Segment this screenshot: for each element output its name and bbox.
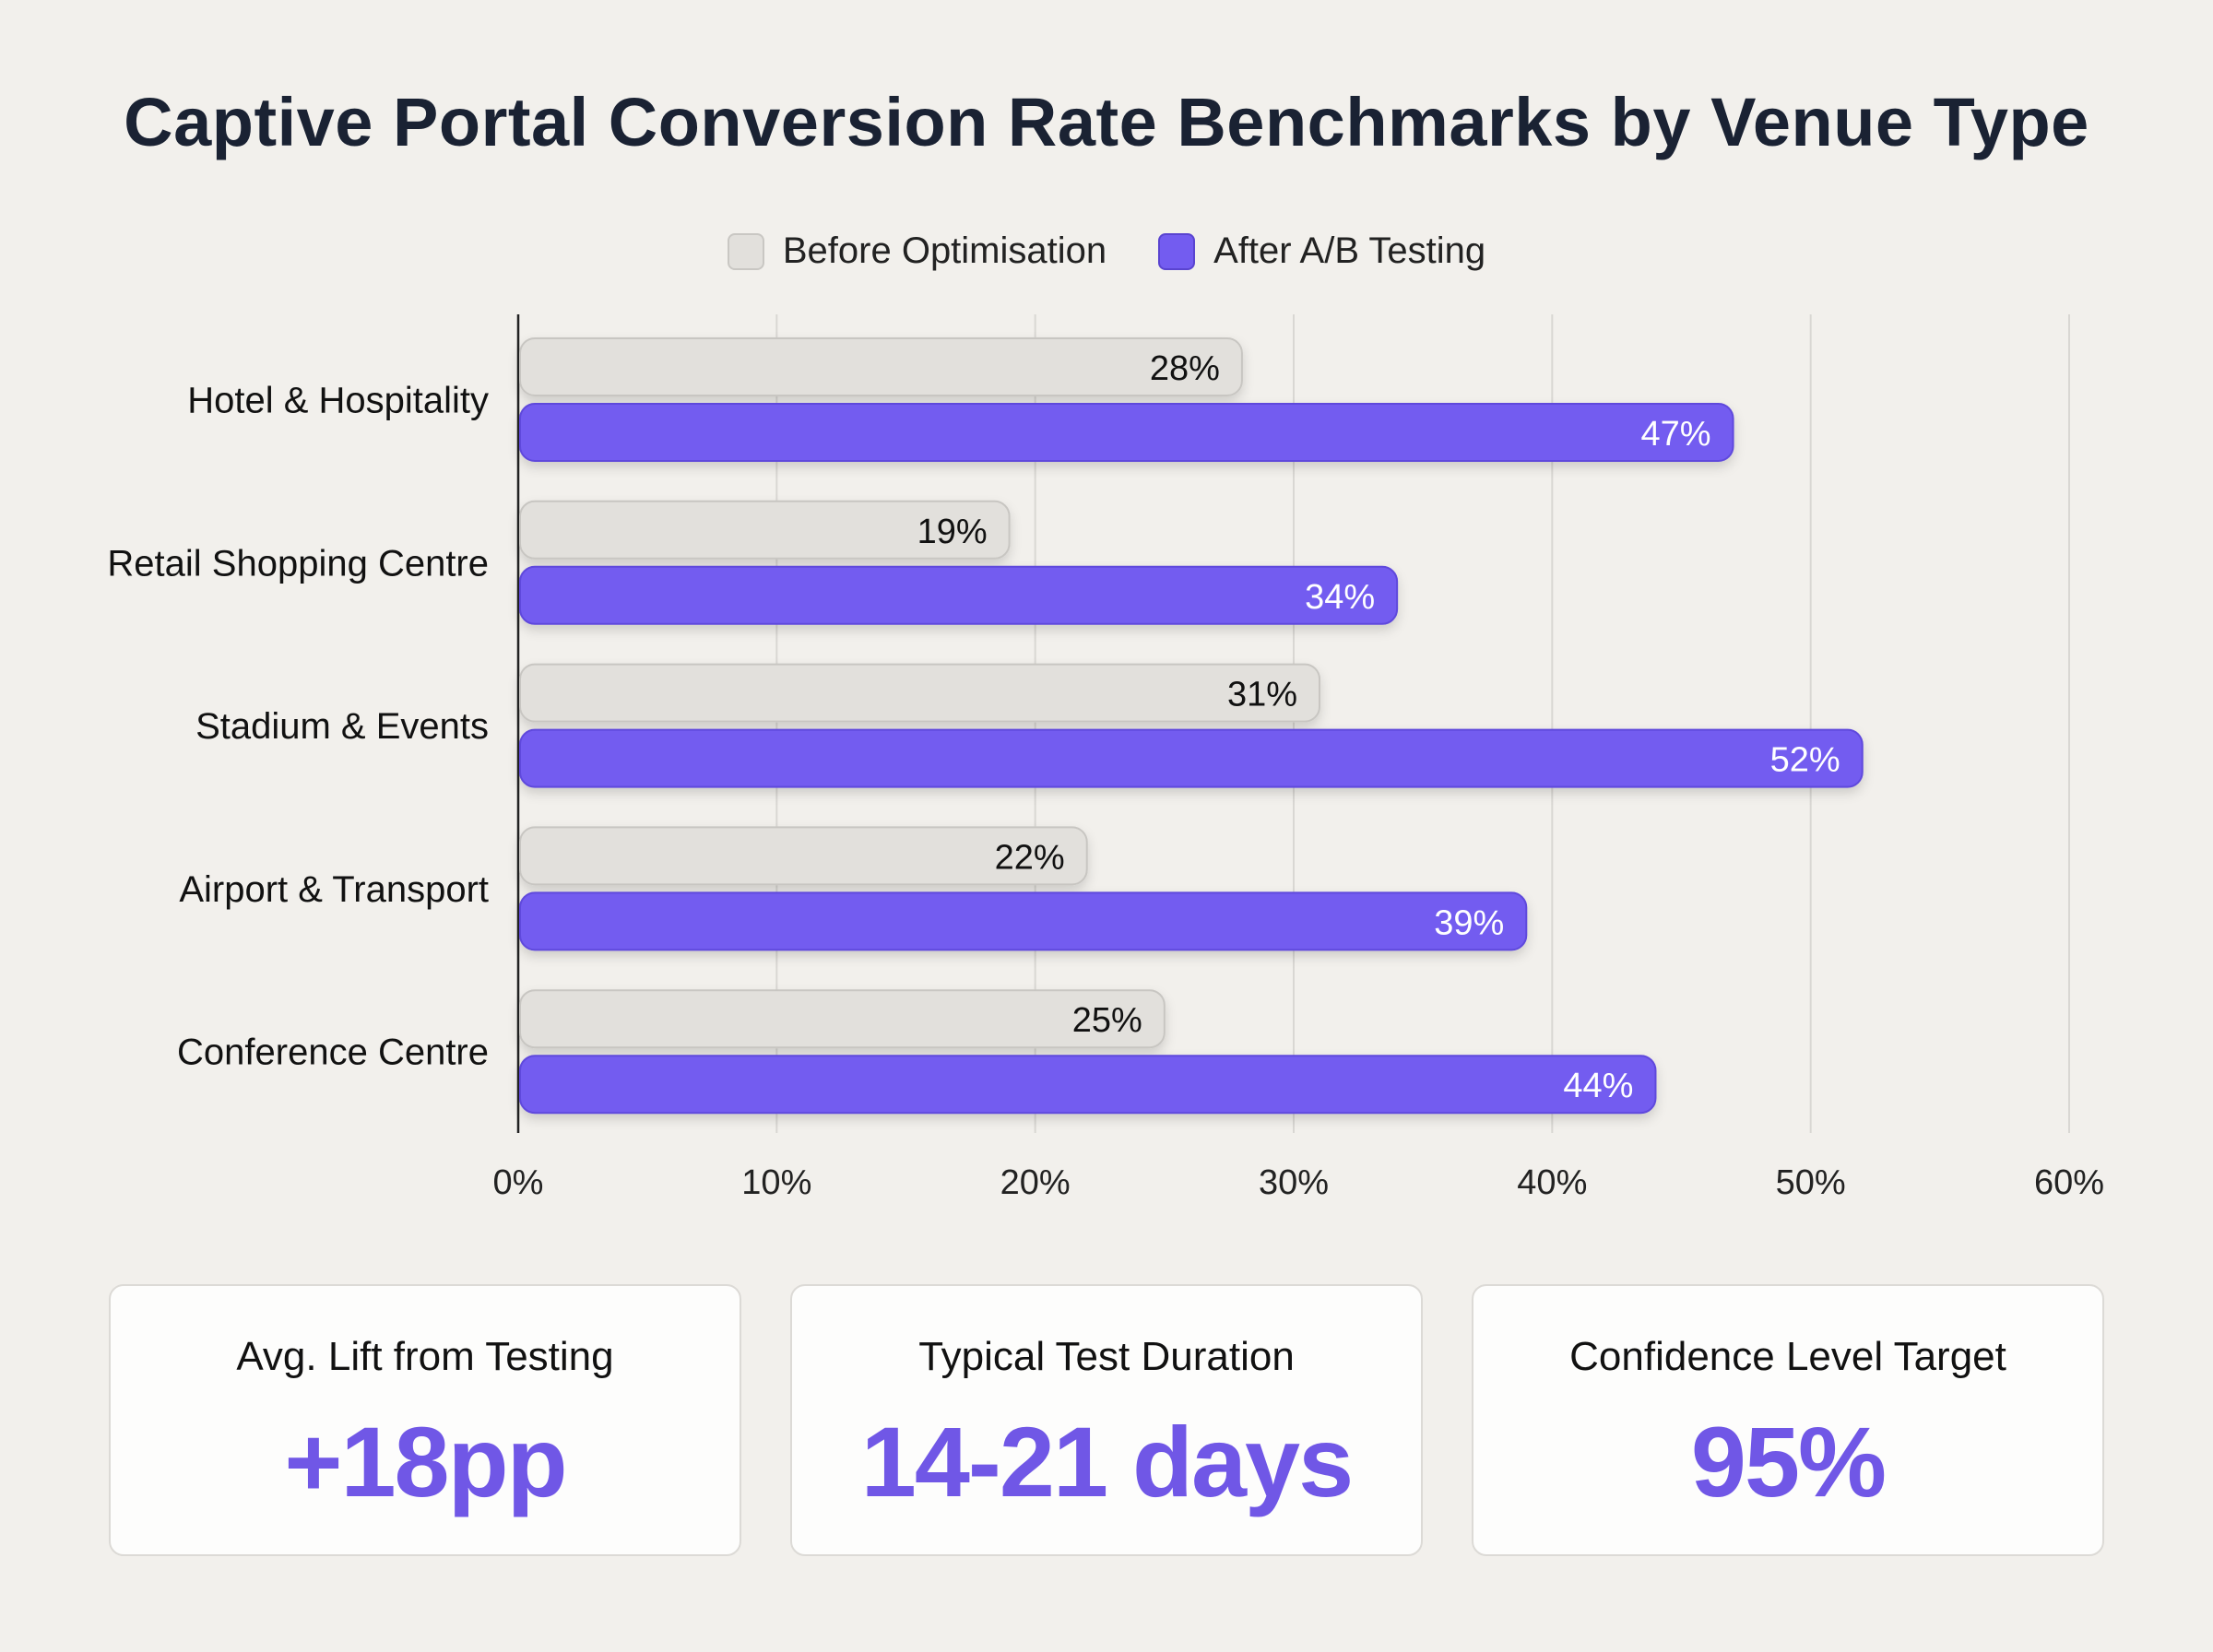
stat-card-label: Confidence Level Target — [1569, 1334, 2006, 1379]
x-tick-label: 50% — [1776, 1163, 1846, 1202]
stat-card-test-duration: Typical Test Duration 14-21 days — [790, 1284, 1423, 1556]
bar-after — [519, 565, 1399, 625]
data-label: 34% — [1305, 578, 1375, 617]
bar-before — [519, 663, 1321, 723]
category-label: Stadium & Events — [195, 706, 489, 747]
data-label: 19% — [917, 513, 988, 551]
x-tick-label: 20% — [1000, 1163, 1071, 1202]
legend-swatch-after — [1158, 232, 1196, 270]
bar-chart: 0% 10% 20% 30% 40% 50% 60% Hotel & Hospitality 2… — [107, 314, 2104, 1202]
legend-label-after: After A/B Testing — [1213, 230, 1486, 271]
category-label: Conference Centre — [177, 1032, 489, 1073]
legend-item-before: Before Optimisation — [727, 230, 1107, 272]
legend: Before Optimisation After A/B Testing — [0, 230, 2213, 272]
legend-swatch-before — [727, 232, 764, 270]
stat-card-confidence: Confidence Level Target 95% — [1472, 1284, 2104, 1556]
category-label: Retail Shopping Centre — [107, 543, 489, 584]
category-label: Hotel & Hospitality — [187, 381, 489, 421]
x-tick-label: 30% — [1259, 1163, 1329, 1202]
data-label: 52% — [1770, 741, 1840, 780]
bar-before — [519, 500, 1011, 560]
legend-item-after: After A/B Testing — [1158, 230, 1485, 272]
x-tick-label: 60% — [2034, 1163, 2104, 1202]
chart-title: Captive Portal Conversion Rate Benchmark… — [124, 84, 2089, 160]
x-tick-label: 40% — [1517, 1163, 1587, 1202]
category-label: Airport & Transport — [179, 869, 489, 910]
stat-card-avg-lift: Avg. Lift from Testing +18pp — [109, 1284, 741, 1556]
data-label: 31% — [1227, 676, 1297, 714]
x-tick-label: 10% — [741, 1163, 811, 1202]
stat-card-label: Avg. Lift from Testing — [236, 1334, 614, 1379]
data-label: 44% — [1563, 1067, 1633, 1105]
bar-before — [519, 826, 1088, 886]
stat-card-value: 95% — [1690, 1406, 1887, 1517]
stat-card-value: +18pp — [284, 1406, 567, 1517]
data-label: 22% — [995, 838, 1065, 877]
bar-after — [519, 891, 1528, 951]
bar-after — [519, 403, 1734, 462]
stat-card-label: Typical Test Duration — [918, 1334, 1295, 1379]
bar-after — [519, 728, 1864, 788]
x-tick-label: 0% — [493, 1163, 544, 1202]
data-label: 28% — [1150, 349, 1220, 388]
bar-after — [519, 1055, 1657, 1115]
stat-card-value: 14-21 days — [860, 1406, 1354, 1517]
data-label: 47% — [1641, 415, 1711, 454]
bar-before — [519, 337, 1243, 396]
data-label: 25% — [1072, 1001, 1142, 1040]
data-label: 39% — [1434, 903, 1504, 942]
bar-before — [519, 989, 1166, 1049]
legend-label-before: Before Optimisation — [782, 230, 1107, 271]
